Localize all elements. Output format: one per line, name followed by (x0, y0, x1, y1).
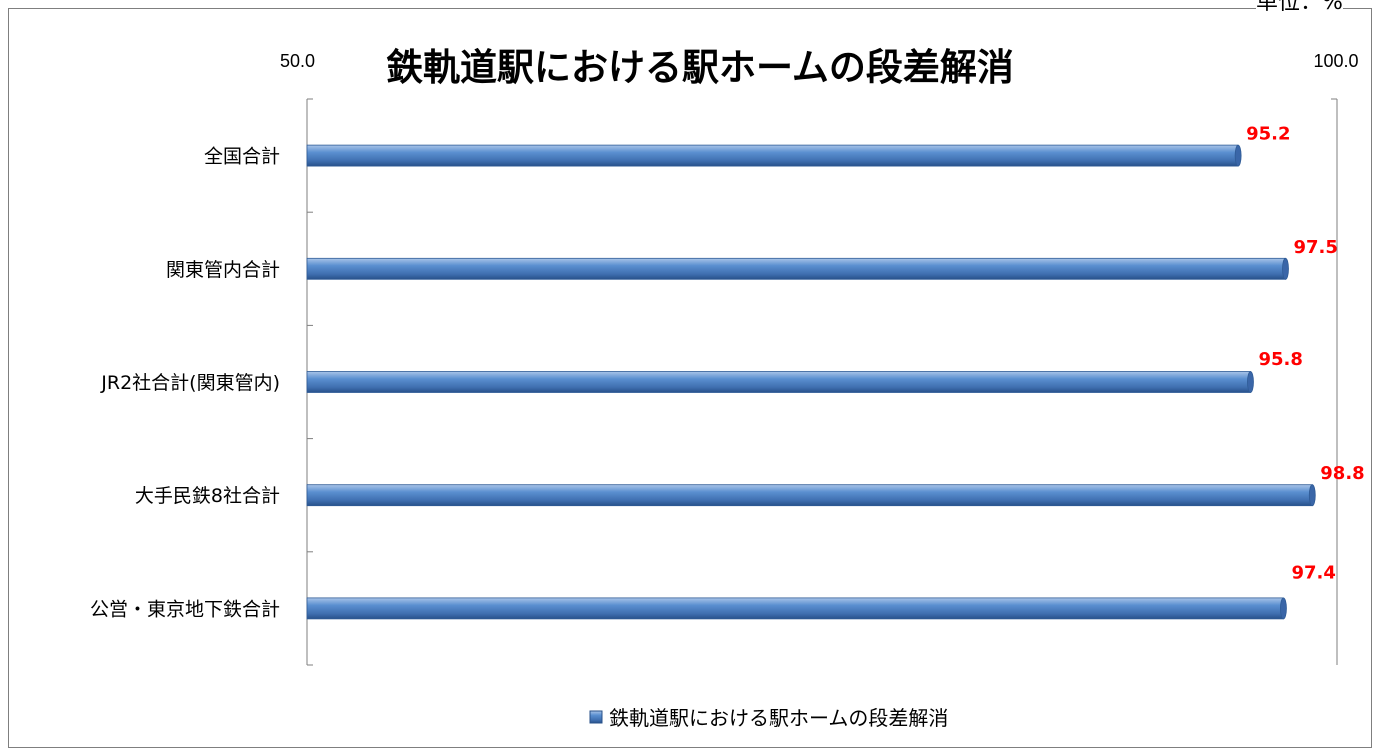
data-label: 95.2 (1246, 124, 1290, 145)
chart-title: 鉄軌道駅における駅ホームの段差解消 (386, 46, 1014, 89)
bar (306, 257, 1286, 280)
bar (306, 371, 1251, 393)
category-label: JR2社合計(関東管内) (100, 372, 280, 394)
category-label: 関東管内合計 (166, 259, 280, 281)
bar (306, 597, 1284, 620)
bar-end-cap (1234, 144, 1242, 167)
bar-end-cap (1282, 257, 1289, 280)
data-label: 97.5 (1294, 237, 1338, 258)
bar-end-cap (1308, 484, 1316, 507)
category-label: 公営・東京地下鉄合計 (90, 598, 280, 620)
bar (306, 484, 1313, 507)
x-tick-label-max: 100.0 (1313, 51, 1358, 71)
category-label: 全国合計 (204, 146, 280, 168)
unit-label: 単位：% (1256, 0, 1343, 14)
legend: 鉄軌道駅における駅ホームの段差解消 (589, 706, 948, 730)
x-tick-label-min: 50.0 (280, 51, 315, 71)
bar-end-cap (1280, 597, 1287, 620)
data-label: 97.4 (1291, 562, 1335, 583)
bar-end-cap (1247, 371, 1254, 393)
data-label: 95.8 (1258, 349, 1302, 370)
data-label: 98.8 (1320, 463, 1364, 484)
legend-swatch (589, 710, 603, 724)
bar (306, 144, 1239, 167)
legend-label: 鉄軌道駅における駅ホームの段差解消 (609, 706, 948, 730)
category-label: 大手民鉄8社合計 (135, 485, 280, 507)
